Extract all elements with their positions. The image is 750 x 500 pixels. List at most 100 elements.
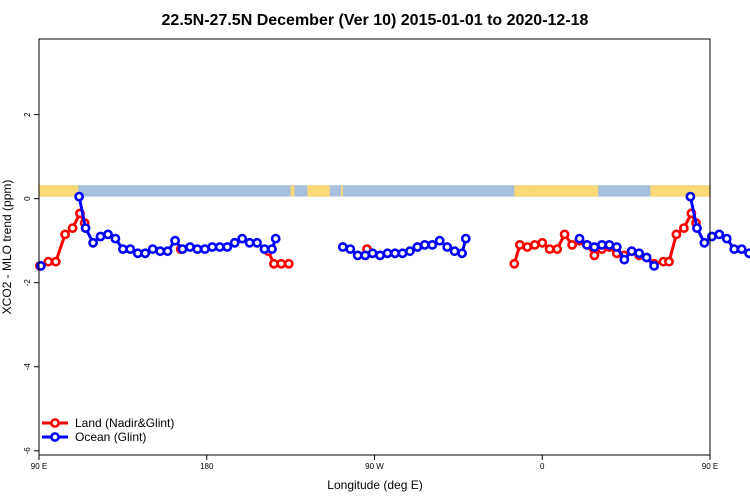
data-point [589,250,600,261]
data-point [162,246,173,257]
data-point [457,248,467,259]
y-tick-label: -4 [23,363,32,371]
legend-swatch-point [50,418,60,428]
data-point [74,191,84,202]
data-point [671,229,682,240]
data-point [692,223,702,233]
land-band-segment [514,185,532,197]
data-point [442,242,453,252]
data-point [140,248,151,259]
data-point [192,244,203,254]
y-axis-label: XCO2 - MLO trend (ppm) [0,180,14,315]
legend-label: Land (Nadir&Glint) [75,416,174,430]
data-point [460,233,471,244]
data-point [626,246,637,257]
legend: Land (Nadir&Glint)Ocean (Glint) [42,416,174,444]
land-band-segment [307,185,330,197]
data-point [267,244,277,254]
land-band-segment [531,185,599,197]
data-point [252,237,262,248]
data-point [559,229,570,240]
x-tick-label: 90 W [365,462,384,471]
data-point [434,235,445,246]
data-point [345,244,356,254]
data-point [522,242,533,252]
x-tick-label: 90 E [31,462,47,471]
data-point [404,246,415,257]
data-point [449,246,460,257]
data-point [544,244,555,254]
y-tick-label: 0 [23,196,32,201]
x-tick-label: 90 E [702,462,718,471]
data-point [229,237,240,248]
data-point [50,256,61,267]
data-point [367,248,378,259]
data-point [567,239,577,250]
x-tick-label: 0 [540,462,545,471]
data-point [509,258,520,269]
data-point [67,223,78,233]
data-point [170,235,180,246]
x-tick-label: 180 [200,462,214,471]
legend-swatch-point [50,432,60,442]
data-point [110,233,121,244]
x-axis: 90 E 180 90 W 0 90 E [31,455,718,471]
land-band-segment [39,185,79,197]
chart-title: 22.5N-27.5N December (Ver 10) 2015-01-01… [162,12,589,29]
data-point [552,244,563,254]
data-point [649,260,659,271]
series-ocean [36,191,750,271]
data-point [60,229,70,240]
data-point [619,254,630,265]
data-point [597,239,607,250]
data-point [664,256,674,267]
y-tick-label: 2 [23,112,32,117]
data-point [685,191,696,202]
y-tick-label: -6 [23,447,32,455]
data-point [43,256,54,267]
data-point [95,231,106,242]
data-point [103,229,113,240]
data-point [419,239,430,250]
data-point [714,229,725,240]
data-point [177,244,188,254]
data-point [276,258,287,269]
land-band-segment [290,185,295,197]
data-point [352,250,363,261]
data-point [80,223,91,233]
data-point [529,239,540,250]
data-point [736,244,747,254]
data-point [679,223,689,233]
y-axis: 2 0 -2 -4 -6 [23,112,39,454]
land-band-segment [650,185,710,197]
data-point [88,237,98,248]
data-point [390,248,400,259]
legend-label: Ocean (Glint) [75,430,146,444]
data-point [337,242,348,252]
y-tick-label: -2 [23,279,32,287]
data-point [574,233,585,244]
data-point [36,260,46,271]
data-point [699,237,710,248]
data-point [634,248,645,259]
data-point [641,252,652,263]
data-point [427,239,438,250]
data-point [537,237,548,248]
data-point [207,242,218,252]
data-point [611,242,622,252]
data-point [237,233,248,244]
ocean-band [39,185,710,197]
data-point [259,244,270,254]
series-layer [35,191,750,271]
series-land [35,208,701,271]
data-point [744,248,750,259]
data-point [214,242,225,252]
land-ocean-band [39,185,710,197]
data-point [244,237,255,248]
data-point [729,244,740,254]
data-point [222,242,233,252]
data-point [382,248,393,259]
data-point [589,242,600,252]
land-band-segment [340,185,343,197]
